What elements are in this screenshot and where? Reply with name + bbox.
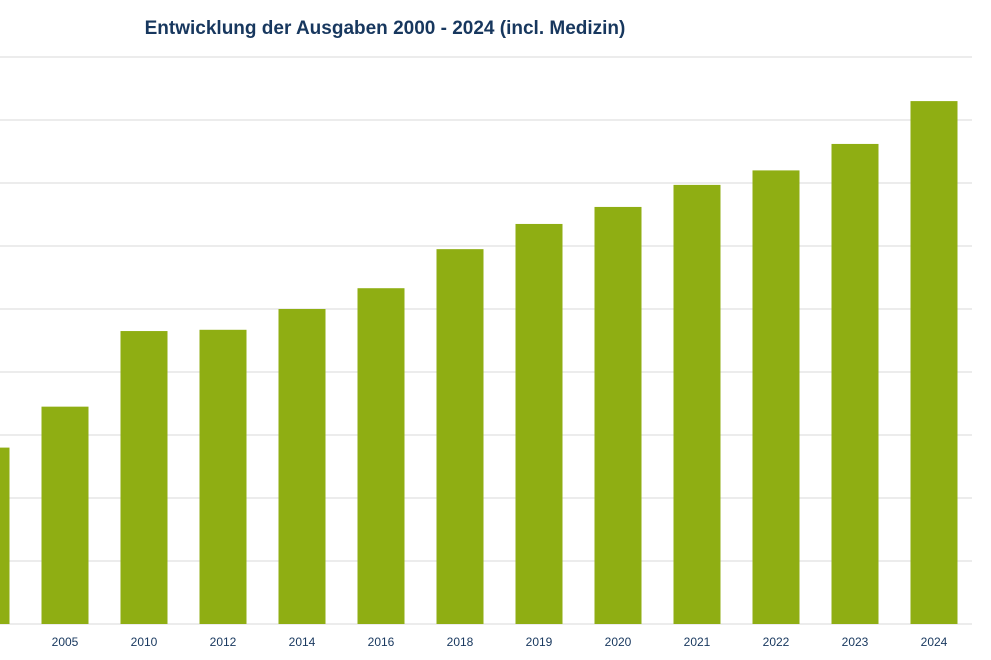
bar-2010 [120,331,168,624]
x-tick-label-2019: 2019 [526,635,553,649]
x-tick-label-2016: 2016 [368,635,395,649]
chart-title: Entwicklung der Ausgaben 2000 - 2024 (in… [144,18,626,39]
bar-2023 [831,143,879,624]
bars [0,101,958,625]
bar-2016 [357,288,405,624]
bar-2020 [594,206,642,624]
gridlines [0,56,972,625]
x-tick-label-2012: 2012 [210,635,237,649]
bar-2005 [41,406,89,624]
x-tick-label-2022: 2022 [763,635,790,649]
x-tick-label-2014: 2014 [289,635,316,649]
bar-2024 [910,101,958,625]
x-tick-label-2010: 2010 [131,635,158,649]
bar-2000 [0,447,10,624]
x-tick-label-2021: 2021 [684,635,711,649]
bar-2021 [673,184,721,624]
bar-2022 [752,170,800,624]
x-axis-labels: 2000200520102012201420162018201920202021… [52,635,948,649]
x-tick-label-2020: 2020 [605,635,632,649]
bar-2019 [515,223,563,624]
x-tick-label-2024: 2024 [921,635,948,649]
bar-2012 [199,329,247,624]
x-tick-label-2018: 2018 [447,635,474,649]
x-tick-label-2005: 2005 [52,635,79,649]
bar-2018 [436,249,484,624]
bar-2014 [278,309,326,624]
x-tick-label-2023: 2023 [842,635,869,649]
